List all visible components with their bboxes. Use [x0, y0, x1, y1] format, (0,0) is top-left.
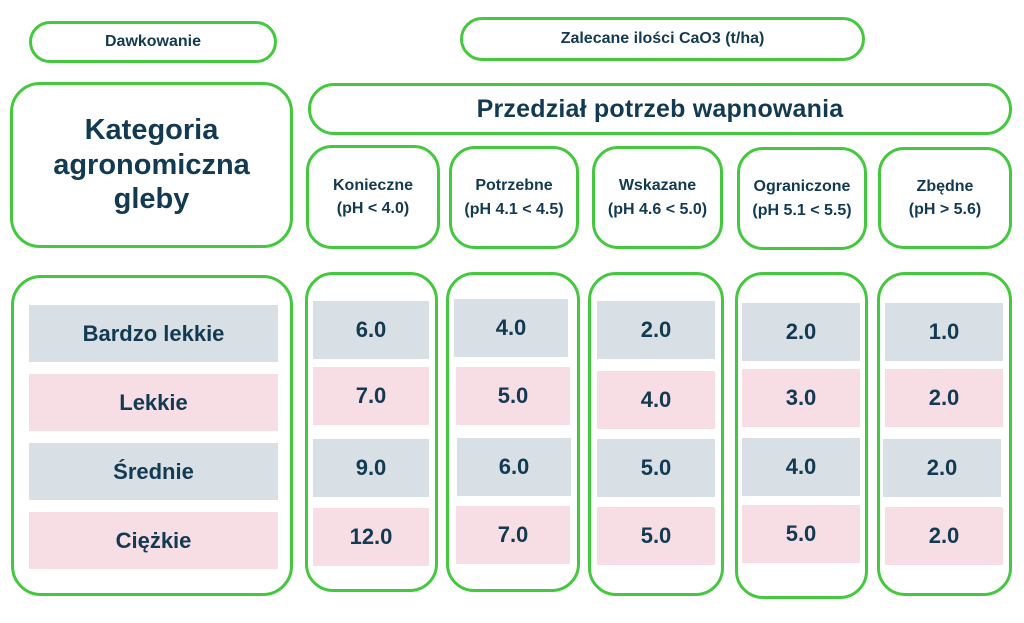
column-range: (pH 4.1 < 4.5) — [464, 200, 564, 218]
value-cell: 6.0 — [313, 301, 429, 359]
recommended-pill: Zalecane ilości CaO3 (t/ha) — [460, 17, 865, 61]
column-name: Wskazane — [618, 177, 697, 195]
column-range: (pH > 5.6) — [908, 201, 982, 218]
value-cell: 4.0 — [454, 299, 568, 357]
value-cell: 4.0 — [742, 438, 860, 496]
column-range: (pH 5.1 < 5.5) — [752, 201, 852, 219]
value-cell: 5.0 — [597, 507, 715, 565]
value-cell: 2.0 — [885, 369, 1003, 427]
column-header-4: Ograniczone (pH 5.1 < 5.5) — [737, 147, 867, 250]
column-header-1: Konieczne (pH < 4.0) — [306, 145, 440, 249]
category-title: Kategoria agronomiczna gleby — [53, 113, 250, 216]
dosage-pill: Dawkowanie — [29, 21, 277, 63]
row-label-4: Ciężkie — [29, 512, 278, 569]
column-range: (pH < 4.0) — [336, 200, 410, 217]
value-cell: 6.0 — [457, 438, 571, 496]
recommended-label: Zalecane ilości CaO3 (t/ha) — [560, 30, 765, 47]
value-cell: 2.0 — [883, 439, 1001, 497]
dosage-label: Dawkowanie — [104, 33, 202, 50]
value-cell: 5.0 — [456, 367, 570, 425]
column-name: Zbędne — [916, 177, 974, 195]
row-label-3: Średnie — [29, 443, 278, 500]
column-range: (pH 4.6 < 5.0) — [607, 200, 708, 218]
column-name: Ograniczone — [753, 178, 851, 196]
row-label-2: Lekkie — [29, 374, 278, 431]
value-cell: 2.0 — [885, 507, 1003, 565]
value-cell: 5.0 — [742, 505, 860, 563]
value-cell: 5.0 — [597, 439, 715, 497]
value-cell: 2.0 — [742, 303, 860, 361]
column-header-5: Zbędne (pH > 5.6) — [878, 147, 1012, 249]
value-cell: 7.0 — [313, 367, 429, 425]
range-title-box: Przedział potrzeb wapnowania — [308, 83, 1012, 135]
value-cell: 7.0 — [456, 506, 570, 564]
value-cell: 2.0 — [597, 301, 715, 359]
value-cell: 4.0 — [597, 371, 715, 429]
column-header-2: Potrzebne (pH 4.1 < 4.5) — [449, 146, 579, 249]
column-name: Konieczne — [332, 176, 413, 194]
value-cell: 3.0 — [742, 369, 860, 427]
range-title: Przedział potrzeb wapnowania — [476, 94, 844, 123]
value-cell: 12.0 — [313, 508, 429, 566]
row-label-1: Bardzo lekkie — [29, 305, 278, 362]
column-header-3: Wskazane (pH 4.6 < 5.0) — [592, 146, 723, 249]
value-cell: 1.0 — [885, 303, 1003, 361]
value-cell: 9.0 — [313, 439, 429, 497]
category-title-box: Kategoria agronomiczna gleby — [10, 82, 293, 248]
column-name: Potrzebne — [475, 177, 553, 195]
